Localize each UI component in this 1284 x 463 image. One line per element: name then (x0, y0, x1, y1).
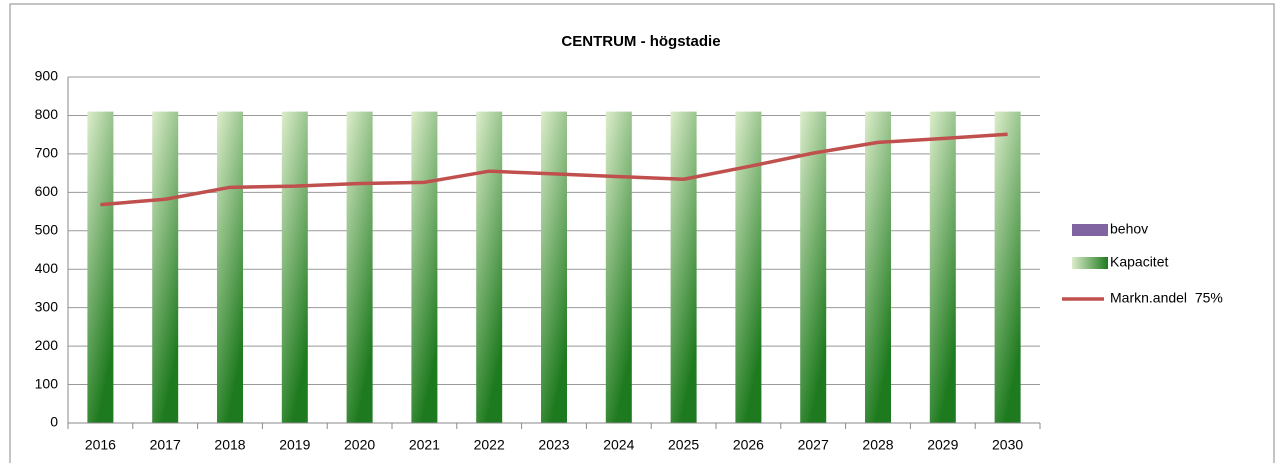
x-tick-label: 2018 (214, 437, 245, 453)
y-tick-label: 700 (35, 145, 59, 161)
x-tick-label: 2023 (538, 437, 569, 453)
x-tick-label: 2024 (603, 437, 634, 453)
x-tick-label: 2021 (409, 437, 440, 453)
bar (605, 111, 632, 423)
bar (994, 111, 1021, 423)
bar (217, 111, 243, 423)
legend-label: Kapacitet (1110, 254, 1168, 270)
x-tick-label: 2016 (85, 437, 116, 453)
x-tick-label: 2030 (992, 437, 1023, 453)
y-tick-label: 800 (35, 106, 59, 122)
legend-label: Markn.andel 75% (1110, 290, 1223, 306)
y-tick-label: 300 (35, 298, 59, 314)
y-tick-label: 200 (35, 337, 59, 353)
bar (346, 111, 373, 423)
x-tick-label: 2019 (279, 437, 310, 453)
bar (735, 111, 762, 423)
x-tick-label: 2028 (862, 437, 893, 453)
bar (476, 111, 503, 423)
x-tick-label: 2020 (344, 437, 375, 453)
bar (87, 111, 114, 423)
y-tick-label: 900 (35, 68, 59, 84)
chart-title: CENTRUM - högstadie (561, 33, 720, 50)
y-tick-label: 600 (35, 183, 59, 199)
y-tick-label: 500 (35, 221, 59, 237)
bar (670, 111, 697, 423)
x-tick-label: 2029 (927, 437, 958, 453)
line-series (100, 132, 1008, 207)
bar (865, 111, 891, 423)
x-tick-label: 2022 (474, 437, 505, 453)
x-tick-label: 2027 (798, 437, 829, 453)
bar (929, 111, 956, 423)
y-tick-label: 0 (50, 414, 58, 430)
bar (152, 111, 179, 423)
y-tick-label: 400 (35, 260, 59, 276)
x-tick-label: 2025 (668, 437, 699, 453)
bar (281, 111, 308, 423)
y-tick-label: 100 (35, 375, 59, 391)
bar (541, 111, 567, 423)
x-tick-label: 2017 (150, 437, 181, 453)
legend-label: behov (1110, 221, 1148, 237)
bar (411, 111, 438, 423)
x-tick-label: 2026 (733, 437, 764, 453)
bar (800, 111, 827, 423)
legend-swatch (1072, 257, 1108, 269)
legend-swatch (1072, 224, 1108, 236)
